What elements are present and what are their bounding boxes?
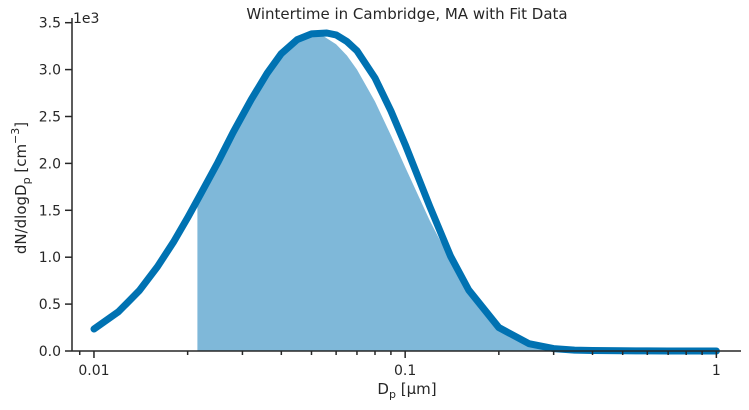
x-tick-label: 1: [712, 363, 721, 379]
y-tick-label: 0.5: [39, 297, 61, 313]
y-tick-label: 1.5: [39, 203, 61, 219]
y-tick-label: 2.0: [39, 156, 61, 172]
x-axis-label-main: D: [377, 380, 389, 398]
x-axis-label-sub: p: [389, 388, 396, 401]
y-axis-label-part1: dN/dlogD: [12, 184, 30, 254]
y-tick-label: 1.0: [39, 250, 61, 266]
x-tick-label: 0.1: [394, 363, 416, 379]
x-tick-label: 0.01: [78, 363, 109, 379]
chart-title: Wintertime in Cambridge, MA with Fit Dat…: [246, 5, 567, 23]
y-axis-label-sub: p: [20, 177, 33, 184]
x-axis-label: Dp [μm]: [377, 380, 436, 401]
histogram-area: [197, 33, 648, 352]
y-tick-label: 0.0: [39, 344, 61, 360]
y-tick-label: 3.0: [39, 63, 61, 79]
y-tick-label: 2.5: [39, 109, 61, 125]
y-axis-label-sup: −3: [9, 128, 22, 144]
y-axis-label: dN/dlogDp [cm−3]: [9, 122, 33, 254]
y-axis-label-part2: [cm: [12, 144, 30, 177]
y-ticks: 0.0 0.5 1.0 1.5 2.0 2.5 3.0 3.5: [39, 16, 72, 360]
y-axis-label-part3: ]: [12, 122, 30, 128]
x-ticks: 0.01 0.1 1: [78, 351, 721, 379]
x-axis-label-rest: [μm]: [396, 380, 437, 398]
y-tick-label: 3.5: [39, 16, 61, 32]
y-offset-label: 1e3: [73, 11, 99, 27]
plot-area: [90, 29, 720, 355]
